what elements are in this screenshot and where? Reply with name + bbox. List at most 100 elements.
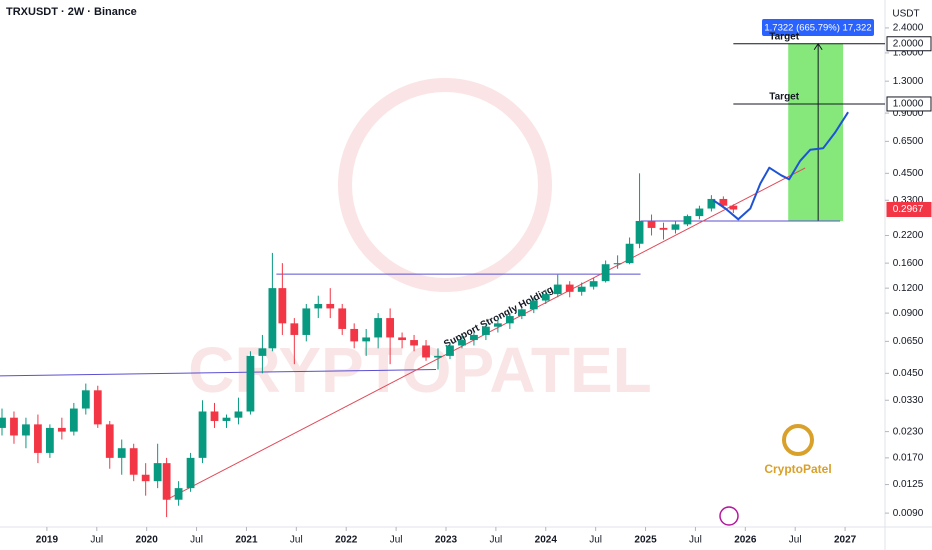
y-tick-label: 0.2200 — [893, 230, 924, 241]
candle-body — [162, 463, 171, 500]
candle-body — [93, 390, 102, 425]
candle-body — [290, 323, 299, 335]
candle-body — [338, 308, 347, 329]
candle-body — [493, 323, 502, 327]
candle-body — [362, 337, 371, 342]
y-tick-label: 0.4500 — [893, 168, 924, 179]
y-tick-label: 2.4000 — [893, 23, 924, 34]
x-tick-label: 2020 — [136, 535, 159, 546]
candle-body — [719, 198, 728, 206]
candle-body — [553, 284, 562, 295]
x-tick-label: 2023 — [435, 535, 458, 546]
candle-body — [210, 411, 219, 421]
x-tick-label: Jul — [390, 535, 403, 546]
y-tick-label: 1.3000 — [893, 76, 924, 87]
candle-body — [57, 427, 66, 432]
candle-body — [69, 408, 78, 432]
logo-text: CryptoPatel — [764, 462, 831, 476]
projection-line — [712, 111, 849, 221]
x-tick-label: Jul — [589, 535, 602, 546]
x-tick-label: 2024 — [535, 535, 558, 546]
candle-body — [222, 417, 231, 421]
candle-body — [470, 334, 478, 341]
y-tick-label: 0.0900 — [893, 308, 924, 319]
candle-body — [326, 303, 335, 309]
candle-body — [386, 318, 395, 338]
candle-body — [258, 348, 267, 356]
target-label: Target — [769, 92, 799, 103]
candle-body — [505, 316, 514, 324]
candle-body — [625, 243, 634, 264]
y-tick-label: 0.0170 — [893, 453, 924, 464]
price-label-box — [886, 36, 932, 52]
price-label: 1.0000 — [893, 99, 924, 110]
candle-body — [314, 303, 323, 309]
candle-body — [22, 424, 30, 436]
candle-body — [302, 308, 311, 335]
y-tick-label: 0.0125 — [893, 479, 924, 490]
candle-body — [186, 457, 195, 489]
candle-body — [234, 411, 243, 418]
y-tick-label: 0.0230 — [893, 426, 924, 437]
candle-body — [0, 417, 6, 428]
y-tick-label: 0.1600 — [893, 258, 924, 269]
y-tick-label: 0.0090 — [893, 508, 924, 519]
y-tick-label: 0.1200 — [893, 283, 924, 294]
candle-body — [635, 220, 644, 244]
x-tick-label: Jul — [789, 535, 802, 546]
x-tick-label: 2021 — [235, 535, 258, 546]
price-label: 0.2967 — [893, 204, 924, 215]
candle-body — [129, 448, 138, 475]
candle-body — [34, 424, 42, 453]
candle-body — [601, 264, 610, 282]
candle-body — [410, 340, 418, 346]
candle-body — [278, 288, 287, 324]
x-tick-label: 2026 — [734, 535, 757, 546]
y-tick-label: 1.8000 — [893, 48, 924, 59]
y-tick-label: 0.0450 — [893, 368, 924, 379]
candle-body — [174, 488, 183, 500]
target-label: Target — [769, 31, 799, 42]
candle-body — [141, 474, 150, 482]
y-tick-label: 0.3300 — [893, 195, 924, 206]
x-tick-label: 2022 — [335, 535, 358, 546]
candle-body — [659, 227, 668, 230]
candle-body — [707, 198, 716, 209]
drawn-line — [0, 369, 437, 377]
y-tick-label: 0.0330 — [893, 395, 924, 406]
price-label: 2.0000 — [893, 38, 924, 49]
candle-body — [565, 284, 574, 292]
candle-body — [458, 340, 466, 346]
axis-unit: USDT — [892, 9, 919, 20]
candle-body — [589, 281, 598, 287]
price-label-box — [886, 201, 932, 217]
candle-body — [683, 216, 692, 225]
x-tick-label: 2025 — [634, 535, 657, 546]
candle-body — [105, 424, 114, 458]
candle-body — [246, 355, 255, 412]
candle-body — [398, 337, 406, 341]
flash-icon — [719, 506, 739, 526]
x-tick-label: Jul — [90, 535, 103, 546]
logo — [719, 424, 814, 526]
candle-body — [671, 224, 680, 230]
candle-body — [577, 286, 586, 292]
candle-body — [729, 205, 738, 210]
y-tick-label: 0.0650 — [893, 336, 924, 347]
logo-ring — [782, 424, 814, 456]
y-tick-label: 0.6500 — [893, 136, 924, 147]
candle-body — [613, 263, 622, 265]
candle-body — [446, 345, 454, 356]
candle-body — [647, 220, 656, 228]
candle-body — [153, 463, 162, 482]
y-tick-label: 0.9000 — [893, 108, 924, 119]
x-tick-label: 2027 — [834, 535, 857, 546]
candle-body — [529, 300, 538, 310]
watermark-group — [338, 78, 552, 292]
x-tick-label: Jul — [689, 535, 702, 546]
candle-body — [81, 390, 90, 409]
candle-body — [517, 309, 526, 317]
candle-body — [695, 208, 704, 217]
candle-body — [482, 326, 490, 335]
